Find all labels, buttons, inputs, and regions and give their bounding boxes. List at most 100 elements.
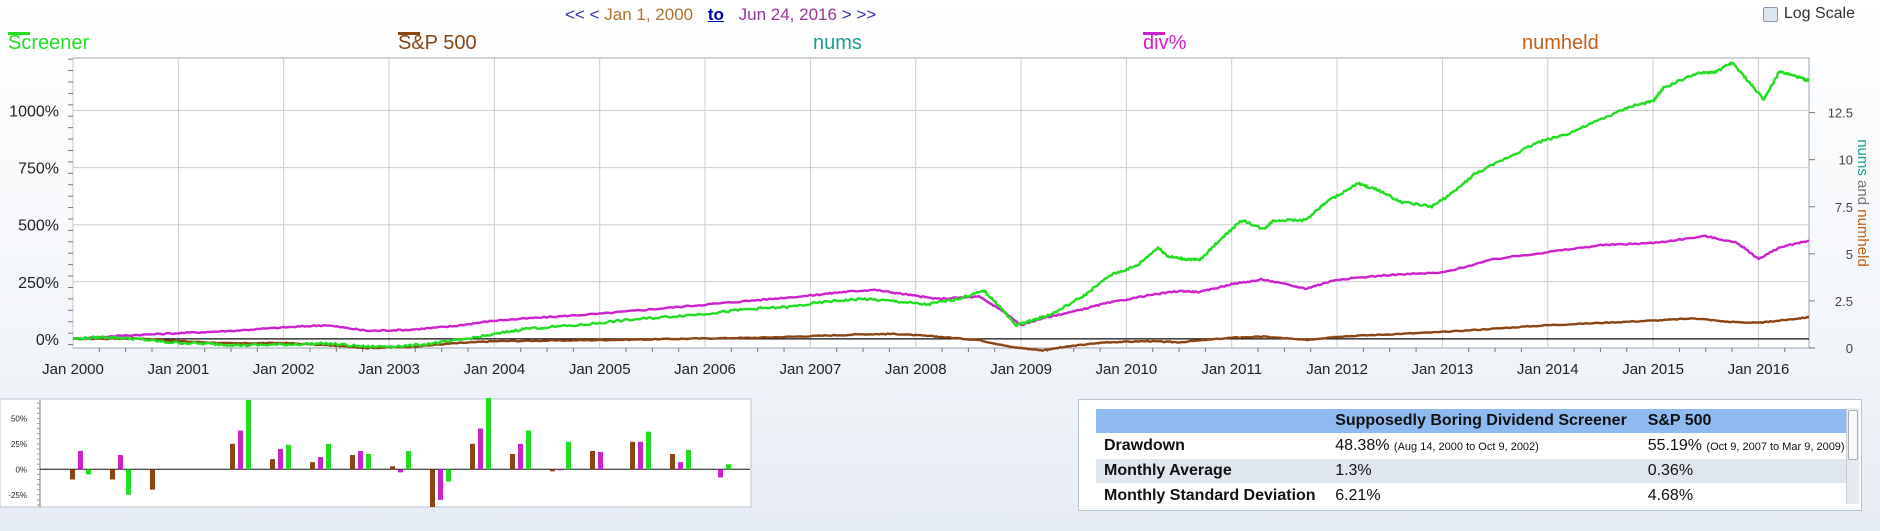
x-tick-label: Jan 2000 [42, 361, 104, 378]
stats-row-drawdown: Drawdown 48.38% (Aug 14, 2000 to Oct 9, … [1096, 433, 1856, 459]
series-line-screener [72, 61, 1810, 349]
bar [638, 441, 643, 470]
legend-label: S&P 500 [398, 32, 477, 54]
bar [310, 462, 315, 470]
sp-value: 55.19% (Oct 9, 2007 to Mar 9, 2009) [1639, 433, 1856, 459]
value: 55.19% [1647, 437, 1702, 454]
y-right-axis-label: nums and numheld [1854, 139, 1871, 267]
bar-y-tick-label: 25% [11, 440, 27, 449]
bar [398, 469, 403, 473]
x-tick-label: Jan 2015 [1622, 361, 1684, 378]
next-far-button[interactable]: >> [856, 5, 877, 24]
bar [246, 400, 251, 470]
x-tick-label: Jan 2004 [463, 361, 525, 378]
bar [566, 441, 571, 470]
bar [510, 454, 515, 470]
row-label: Drawdown [1096, 433, 1328, 459]
monthly-returns-chart: 50% 25% 0% -25% [0, 397, 752, 508]
y-right-label-part: and [1854, 176, 1871, 209]
end-date[interactable]: Jun 24, 2016 [738, 5, 837, 24]
bar [150, 469, 155, 490]
bar [350, 455, 355, 470]
stats-table: Supposedly Boring Dividend Screener S&P … [1096, 409, 1856, 508]
sp-value: 0.36% [1639, 458, 1856, 484]
y-left-tick-label: 0% [36, 332, 59, 349]
screener-value: 1.3% [1327, 458, 1640, 484]
bar [86, 469, 91, 475]
x-tick-label: Jan 2016 [1728, 361, 1790, 378]
prev-button[interactable]: < [589, 5, 600, 24]
y-right-tick-label: 2.5 [1835, 294, 1853, 309]
legend-swatch [398, 32, 420, 35]
bar [630, 441, 635, 470]
bar [286, 444, 291, 470]
log-scale-checkbox[interactable] [1762, 6, 1778, 22]
date-range-note: (Oct 9, 2007 to Mar 9, 2009) [1706, 441, 1845, 453]
x-tick-label: Jan 2014 [1517, 361, 1579, 378]
bar [318, 457, 323, 470]
x-tick-label: Jan 2006 [674, 361, 736, 378]
bar [326, 443, 331, 470]
bar [358, 450, 363, 470]
bar [430, 469, 435, 507]
bar [478, 428, 483, 470]
main-chart[interactable]: Jan 2000 Jan 2001 Jan 2002 Jan 2003 Jan 2004… [0, 56, 1880, 396]
legend-label: nums [813, 32, 862, 54]
y-left-tick-label: 250% [18, 275, 59, 292]
x-tick-label: Jan 2010 [1096, 361, 1158, 378]
legend-swatch [8, 32, 30, 35]
row-label: Monthly Standard Deviation [1096, 483, 1328, 508]
bar [518, 443, 523, 470]
x-tick-label: Jan 2008 [885, 361, 947, 378]
row-label: Monthly Average [1096, 458, 1328, 484]
legend-label: Screener [8, 32, 90, 54]
scrollbar-thumb[interactable] [1848, 410, 1858, 460]
to-link[interactable]: to [707, 5, 724, 24]
grid-lines [68, 58, 1809, 352]
bar [686, 449, 691, 470]
x-tick-label: Jan 2007 [780, 361, 842, 378]
y-right-tick-label: 10 [1839, 153, 1853, 168]
y-right-tick-label: 0 [1846, 341, 1853, 356]
next-button[interactable]: > [841, 5, 852, 24]
x-tick-label: Jan 2001 [147, 361, 209, 378]
bar [526, 430, 531, 470]
bar [558, 469, 563, 471]
bar [70, 469, 75, 480]
bar [406, 450, 411, 470]
bar [646, 431, 651, 470]
value: 48.38% [1335, 437, 1390, 454]
bar-y-tick-label: -25% [8, 491, 27, 500]
sp-value: 4.68% [1639, 483, 1856, 508]
bar [598, 451, 603, 470]
bar [550, 469, 555, 472]
chart-legend: Screener S&P 500 nums div% numheld [0, 32, 1880, 56]
screener-value: 48.38% (Aug 14, 2000 to Oct 9, 2002) [1327, 433, 1640, 459]
bar [470, 443, 475, 470]
bar [446, 469, 451, 482]
x-tick-label: Jan 2012 [1306, 361, 1368, 378]
x-tick-label: Jan 2003 [358, 361, 420, 378]
bar [238, 430, 243, 470]
stats-header-screener: Supposedly Boring Dividend Screener [1327, 409, 1640, 434]
stats-scrollbar[interactable] [1846, 408, 1859, 504]
start-date[interactable]: Jan 1, 2000 [604, 5, 694, 24]
legend-label: div% [1143, 32, 1187, 54]
y-right-label-part: nums [1854, 139, 1871, 176]
legend-label: numheld [1522, 32, 1599, 54]
y-right-tick-label: 12.5 [1828, 106, 1853, 121]
x-tick-label: Jan 2011 [1201, 361, 1262, 378]
prev-far-button[interactable]: << [565, 5, 585, 24]
stats-header-blank [1096, 409, 1328, 434]
stats-panel: Supposedly Boring Dividend Screener S&P … [1078, 399, 1862, 511]
bar [110, 469, 115, 480]
log-scale-toggle[interactable]: Log Scale [1762, 5, 1855, 23]
date-range-nav: << < Jan 1, 2000 to Jun 24, 2016 > >> [565, 5, 876, 25]
bar [678, 462, 683, 470]
x-tick-label: Jan 2009 [990, 361, 1052, 378]
bar [438, 469, 443, 500]
y-right-label-part: numheld [1854, 209, 1871, 267]
bar [126, 469, 131, 495]
y-left-tick-label: 750% [18, 161, 59, 178]
bar [486, 397, 491, 470]
